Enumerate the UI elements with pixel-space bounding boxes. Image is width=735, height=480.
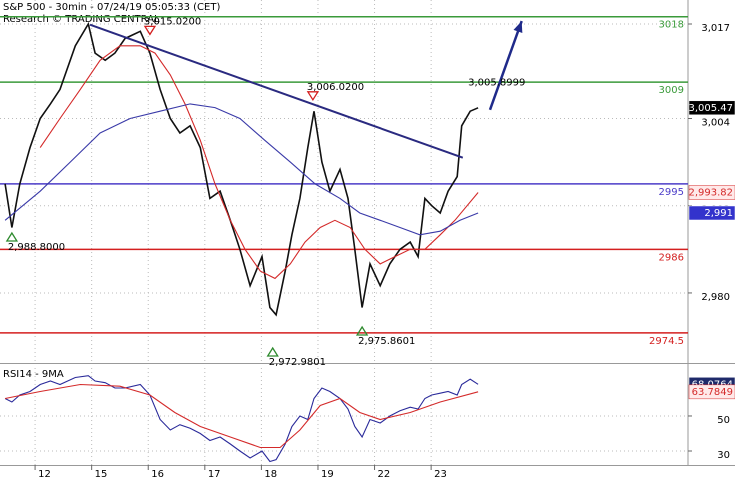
chart-title: S&P 500 - 30min - 07/24/19 05:05:33 (CET…	[3, 2, 220, 13]
y-tick-label: 2,980	[701, 292, 730, 303]
peak-marker	[143, 25, 157, 36]
annotation: 3,015.0200	[144, 16, 201, 27]
x-tick-label: 15	[95, 469, 108, 480]
annotation: 2,988.8000	[8, 242, 65, 253]
x-tick-label: 16	[151, 469, 164, 480]
x-tick-label: 19	[321, 469, 334, 480]
level-label: 2974.5	[649, 336, 684, 347]
panel-title: RSI14 - 9MA	[3, 369, 64, 380]
peak-marker	[306, 91, 320, 102]
value-box-label: 2,991	[704, 208, 733, 219]
value-box	[688, 384, 735, 400]
annotation: 2,972.9801	[269, 357, 326, 368]
value-box	[688, 100, 735, 116]
y-tick-label: 3,004	[701, 117, 730, 128]
level-label: 2995	[659, 187, 684, 198]
annotation: 2,975.8601	[358, 336, 415, 347]
value-box	[688, 205, 735, 221]
x-tick-label: 12	[38, 469, 51, 480]
series-line	[39, 45, 479, 280]
value-box	[688, 185, 735, 200]
x-tick-label: 23	[434, 469, 447, 480]
y-tick-label: 30	[717, 450, 730, 461]
level-label: 3018	[659, 20, 684, 31]
annotation: 3,005.8999	[468, 78, 525, 89]
x-tick-label: 18	[264, 469, 277, 480]
trendline	[89, 23, 464, 159]
y-tick-label: 50	[717, 415, 730, 426]
series-line	[4, 375, 479, 463]
y-tick-label: 3,017	[701, 23, 730, 34]
series-line	[4, 21, 479, 317]
trough-marker	[355, 325, 369, 336]
value-box-label: 3,005.47	[688, 103, 733, 114]
chart-subtitle: Research © TRADING CENTRAL	[3, 14, 160, 25]
annotation: 3,006.0200	[307, 82, 364, 93]
value-box-label: 2,993.82	[688, 187, 733, 198]
arrow-head	[513, 21, 523, 34]
series-line	[4, 383, 479, 449]
series-line	[4, 103, 479, 236]
x-tick-label: 22	[378, 469, 391, 480]
trough-marker	[5, 231, 19, 242]
level-label: 2986	[659, 252, 684, 263]
value-box-label: 63.7849	[692, 387, 733, 398]
arrow	[488, 20, 523, 111]
trough-marker	[266, 346, 279, 357]
x-tick-label: 17	[208, 469, 221, 480]
level-label: 3009	[659, 85, 684, 96]
